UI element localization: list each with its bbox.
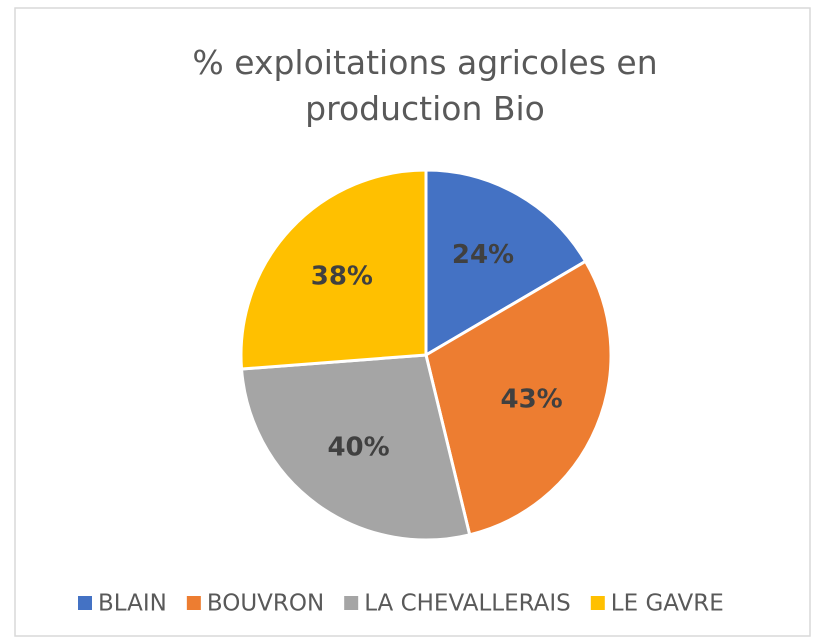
legend-label: LE GAVRE <box>611 591 724 617</box>
legend-swatch <box>186 596 201 610</box>
legend-swatch <box>344 596 359 610</box>
pie-slice <box>424 168 588 358</box>
data-label: 38% <box>311 262 373 292</box>
data-label: 24% <box>452 240 514 270</box>
legend-label: LA CHEVALLERAIS <box>364 591 571 617</box>
pie-slice <box>239 168 428 371</box>
data-label: 40% <box>327 432 389 462</box>
legend-label: BOUVRON <box>207 591 324 617</box>
legend-swatch <box>590 596 605 610</box>
data-label: 43% <box>500 384 562 414</box>
legend-swatch <box>78 596 92 610</box>
pie-slice <box>239 353 472 542</box>
legend-label: BLAIN <box>98 591 167 617</box>
chart-title: % exploitations agricoles en production … <box>192 43 658 128</box>
pie-slice <box>424 259 613 537</box>
